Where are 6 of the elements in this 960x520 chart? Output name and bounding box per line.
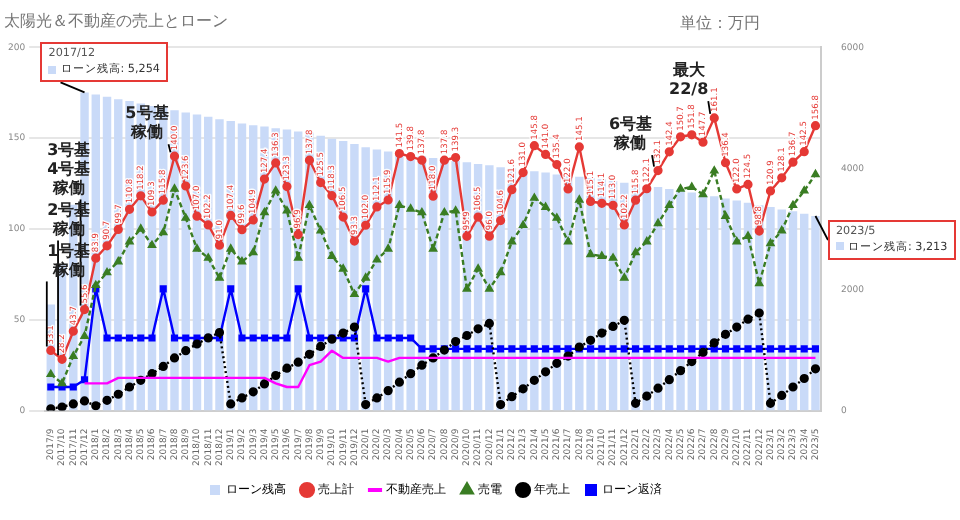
annotation: 6号基稼働 (608, 115, 655, 153)
annotation: 5号基稼働 (125, 104, 171, 142)
text: 単位：万円 (680, 14, 760, 33)
chart-title: 太陽光＆不動産の売上とローン (4, 11, 228, 30)
annotation: 最大22/8 (669, 61, 710, 99)
annotation: 3号基4号基稼働 (47, 140, 93, 197)
